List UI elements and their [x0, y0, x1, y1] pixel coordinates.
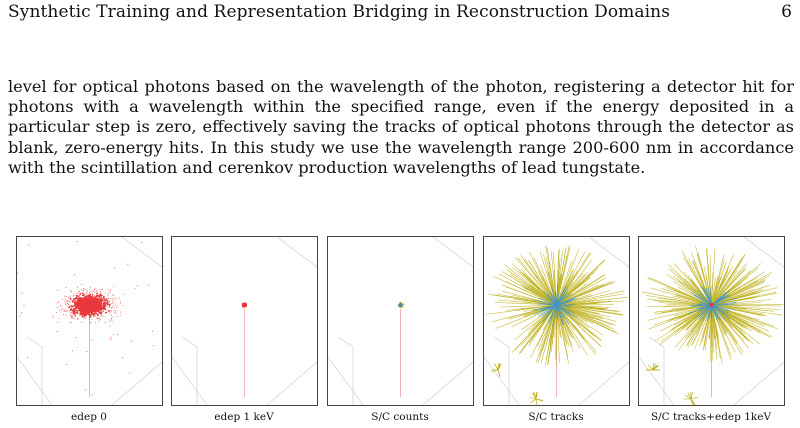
body-text: level for optical photons based on the w…: [8, 77, 794, 178]
caption-sc-tracks-edep: S/C tracks+edep 1keV: [650, 411, 772, 423]
panel-sc-tracks-edep: [638, 236, 785, 406]
page-number: 6: [781, 2, 792, 22]
page-header: Synthetic Training and Representation Br…: [8, 2, 792, 24]
panel-edep-0-image: [17, 237, 162, 405]
panel-sc-counts-image: [328, 237, 473, 405]
figure: edep 0 edep 1 keV S/C counts S/C tracks …: [0, 236, 800, 426]
panel-edep-0: [16, 236, 163, 406]
caption-edep-0: edep 0: [71, 411, 107, 423]
caption-edep-1kev: edep 1 keV: [214, 411, 274, 423]
running-title: Synthetic Training and Representation Br…: [8, 2, 671, 22]
panel-edep-1kev-image: [172, 237, 317, 405]
panel-sc-counts: [327, 236, 474, 406]
panel-edep-1kev: [171, 236, 318, 406]
caption-sc-counts: S/C counts: [371, 411, 429, 423]
caption-sc-tracks: S/C tracks: [528, 411, 584, 423]
panel-sc-tracks-image: [484, 237, 629, 405]
panel-sc-tracks-edep-image: [639, 237, 784, 405]
paragraph: level for optical photons based on the w…: [8, 77, 794, 177]
panel-sc-tracks: [483, 236, 630, 406]
